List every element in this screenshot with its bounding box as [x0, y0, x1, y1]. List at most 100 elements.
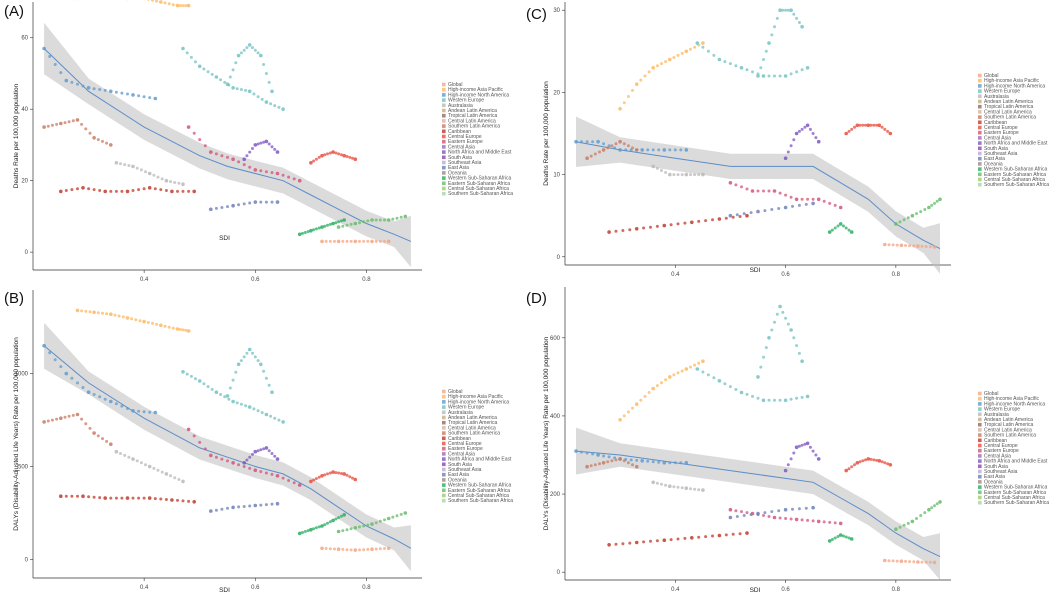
data-point [59, 189, 63, 194]
data-point [589, 154, 593, 158]
data-point [697, 219, 701, 223]
data-point [767, 41, 771, 45]
trend-line [575, 450, 941, 558]
series-east-asia [209, 501, 280, 513]
data-point [811, 197, 815, 201]
data-point [173, 181, 177, 184]
data-point [75, 308, 80, 313]
data-point [731, 532, 735, 536]
data-point [184, 4, 188, 8]
data-point [693, 487, 697, 491]
data-point [244, 88, 248, 92]
data-point [231, 461, 235, 465]
legend-label: Oceania [448, 477, 467, 483]
series-caribbean [59, 494, 196, 504]
data-point [919, 210, 923, 214]
data-point [337, 471, 341, 475]
legend-swatch [978, 151, 982, 156]
data-point [59, 121, 63, 126]
data-point [827, 539, 832, 543]
data-point [348, 155, 352, 159]
data-point [214, 508, 218, 512]
data-point [399, 215, 403, 219]
data-point [930, 506, 934, 510]
data-point [334, 151, 338, 155]
legend-label: Western Sub-Saharan Africa [984, 485, 1047, 491]
data-point [256, 359, 260, 363]
series-australasia [114, 161, 185, 186]
legend-swatch [978, 391, 982, 396]
legend-label: Central Asia [448, 451, 475, 457]
data-point [169, 180, 172, 184]
data-point [345, 239, 349, 243]
data-point [160, 470, 164, 474]
data-point [847, 536, 851, 540]
data-point [220, 206, 224, 209]
data-point [349, 239, 353, 243]
data-point [614, 542, 618, 546]
data-point [631, 146, 634, 150]
data-point [270, 171, 274, 175]
data-point [137, 496, 141, 500]
data-point [334, 517, 338, 521]
data-point [899, 559, 904, 563]
data-point [92, 495, 96, 499]
data-point [797, 351, 801, 355]
legend-swatch [442, 145, 446, 149]
legend-swatch [442, 181, 446, 186]
legend-label: Caribbean [984, 120, 1007, 126]
data-point [192, 131, 196, 135]
data-point [598, 150, 601, 154]
data-point [596, 453, 600, 457]
data-point [88, 131, 92, 135]
data-point [281, 476, 285, 480]
data-point [203, 144, 207, 148]
data-point [756, 209, 760, 214]
data-point [912, 560, 916, 564]
data-point [209, 207, 213, 212]
data-point [227, 397, 231, 401]
series-central-europe [309, 150, 358, 165]
legend-swatch [442, 108, 446, 113]
data-point [151, 321, 154, 325]
data-point [784, 8, 788, 12]
legend-swatch [442, 176, 446, 180]
data-point [259, 141, 263, 145]
data-point [386, 546, 391, 551]
data-point [328, 239, 332, 243]
data-point [175, 3, 180, 8]
data-point [117, 314, 121, 318]
data-point [742, 212, 746, 216]
data-point [745, 531, 749, 535]
series-western-europe [181, 370, 285, 424]
data-point [323, 224, 327, 228]
data-point [624, 148, 628, 152]
data-point [80, 309, 84, 313]
data-point [214, 206, 218, 210]
data-point [795, 16, 799, 20]
data-point [297, 483, 302, 487]
data-point [651, 148, 655, 152]
data-point [728, 62, 732, 66]
x-tick-label: 0.8 [892, 587, 901, 593]
data-point [374, 239, 378, 243]
data-point [259, 53, 263, 58]
data-point [791, 204, 794, 208]
x-axis-title: SDI [219, 587, 230, 594]
data-point [131, 189, 135, 192]
data-point [806, 197, 810, 201]
data-point [738, 532, 742, 536]
trend-line [43, 48, 412, 242]
data-point [251, 351, 254, 355]
data-point [242, 48, 246, 52]
data-point [177, 478, 181, 481]
data-point [178, 4, 182, 8]
x-tick-label: 0.4 [671, 272, 680, 278]
data-point [151, 0, 154, 2]
legend-label: Central Latin America [448, 425, 496, 431]
data-point [606, 146, 610, 150]
data-point [684, 148, 689, 152]
data-point [607, 455, 611, 459]
data-point [176, 189, 179, 193]
